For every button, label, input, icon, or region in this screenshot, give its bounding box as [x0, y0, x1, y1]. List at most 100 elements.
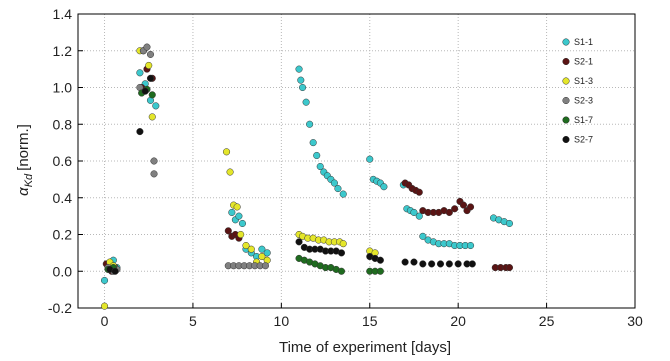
data-point: [505, 219, 514, 228]
data-point: [376, 267, 384, 275]
data-point: [445, 208, 453, 216]
y-tick-label: 1.4: [53, 6, 73, 22]
data-point: [233, 203, 241, 211]
data-point: [454, 260, 462, 268]
data-point: [451, 205, 459, 213]
data-point: [302, 98, 310, 106]
data-point: [295, 238, 303, 246]
data-point: [146, 50, 155, 58]
svg-text:αKd[norm.]: αKd [norm.]: [15, 124, 35, 196]
data-point: [136, 69, 144, 77]
data-point: [258, 245, 266, 253]
legend-marker: [562, 38, 570, 46]
x-tick-label: 25: [539, 313, 555, 329]
axis-ticks: 0 5 10 15 20 25 30 -0.2 0.0 0.2 0.4 0.6 0.8 1.0 1.2 1.4: [48, 6, 643, 329]
legend-marker: [562, 96, 570, 105]
data-point: [261, 262, 269, 270]
data-point: [111, 267, 119, 275]
data-point: [415, 188, 423, 196]
legend-marker: [562, 77, 570, 85]
data-point: [468, 260, 476, 268]
legend-label: S1-3: [574, 76, 593, 86]
data-point: [316, 162, 324, 171]
y-tick-label: 0.2: [53, 227, 73, 243]
legend-label: S2-7: [574, 135, 593, 145]
y-axis-subscript: Kd: [23, 173, 35, 187]
data-point: [235, 212, 243, 220]
legend-item-S1-7: S1-7: [562, 115, 593, 125]
data-points: [100, 43, 514, 310]
data-point: [150, 170, 158, 178]
data-point: [299, 83, 307, 92]
data-point: [419, 232, 427, 240]
grid-lines: [78, 13, 636, 309]
data-point: [376, 256, 384, 264]
legend-marker: [562, 57, 570, 66]
y-tick-label: -0.2: [48, 300, 72, 316]
data-point: [148, 113, 156, 121]
data-point: [152, 102, 160, 110]
data-point: [428, 260, 436, 268]
data-point: [247, 245, 255, 253]
data-point: [380, 183, 388, 191]
series-S1-3: [100, 47, 379, 310]
data-point: [136, 128, 144, 136]
data-point: [415, 212, 423, 220]
y-tick-label: 1.0: [53, 80, 73, 96]
series-S1-1: [100, 65, 514, 284]
legend-marker: [562, 135, 570, 144]
data-point: [146, 74, 155, 82]
x-tick-label: 15: [362, 313, 378, 329]
x-axis-label: Time of experiment [days]: [279, 339, 451, 356]
data-point: [237, 230, 245, 239]
data-point: [226, 168, 234, 176]
data-point: [459, 201, 468, 209]
legend-label: S1-1: [574, 37, 593, 47]
x-tick-label: 5: [189, 313, 197, 329]
data-point: [143, 43, 151, 51]
y-tick-label: 0.8: [53, 116, 73, 132]
legend-label: S2-3: [574, 96, 593, 106]
data-point: [141, 87, 149, 95]
data-point: [263, 249, 271, 257]
data-point: [401, 258, 409, 266]
data-point: [297, 76, 305, 84]
y-axis-label: αKd [norm.]: [15, 124, 35, 196]
data-point: [445, 260, 453, 268]
data-point: [505, 264, 514, 272]
data-point: [238, 219, 246, 228]
data-point: [419, 260, 427, 268]
data-point: [228, 208, 236, 216]
legend-marker: [562, 116, 570, 124]
x-tick-label: 20: [450, 313, 466, 329]
data-point: [467, 241, 475, 250]
legend-item-S2-1: S2-1: [562, 57, 593, 67]
plot-frame: [77, 13, 636, 309]
x-tick-label: 0: [101, 313, 109, 329]
data-point: [148, 91, 156, 99]
data-point: [410, 208, 418, 216]
legend-label: S1-7: [574, 115, 593, 125]
data-point: [100, 276, 109, 284]
data-point: [150, 157, 158, 165]
data-point: [145, 61, 153, 69]
data-point: [334, 185, 342, 193]
data-point: [410, 258, 418, 266]
legend: S1-1 S2-1 S1-3 S2-3 S1-7 S2-7: [562, 37, 593, 145]
y-tick-label: 0.6: [53, 153, 73, 169]
data-point: [337, 249, 346, 257]
data-point: [224, 227, 232, 235]
y-tick-label: 0.4: [53, 190, 73, 206]
data-point: [309, 139, 317, 147]
legend-item-S2-7: S2-7: [562, 135, 593, 145]
data-point: [337, 267, 346, 275]
data-point: [295, 65, 303, 73]
legend-item-S1-1: S1-1: [562, 37, 593, 47]
data-point: [339, 240, 347, 248]
legend-item-S2-3: S2-3: [562, 96, 593, 106]
data-point: [100, 302, 109, 310]
data-point: [313, 151, 321, 160]
y-tick-label: 0.0: [53, 263, 73, 279]
series-S2-3: [104, 43, 269, 275]
